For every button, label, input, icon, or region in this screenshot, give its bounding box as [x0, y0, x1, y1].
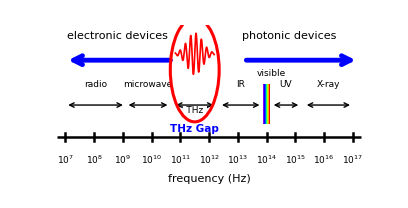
- Text: microwave: microwave: [123, 80, 172, 89]
- Bar: [264, 84, 265, 124]
- Text: $10^{17}$: $10^{17}$: [342, 153, 364, 166]
- Text: photonic devices: photonic devices: [242, 31, 337, 41]
- Text: electronic devices: electronic devices: [67, 31, 168, 41]
- Text: radio: radio: [84, 80, 107, 89]
- Text: X-ray: X-ray: [317, 80, 340, 89]
- Bar: [268, 84, 269, 124]
- Text: visible: visible: [256, 68, 286, 78]
- Text: IR: IR: [236, 80, 245, 89]
- Text: $10^{14}$: $10^{14}$: [256, 153, 277, 166]
- Text: THz Gap: THz Gap: [170, 124, 219, 134]
- Bar: [269, 84, 270, 124]
- Text: $10^{10}$: $10^{10}$: [141, 153, 162, 166]
- Text: $10^{13}$: $10^{13}$: [227, 153, 248, 166]
- Bar: [266, 84, 267, 124]
- Bar: [263, 84, 264, 124]
- Text: ' THz ': ' THz ': [181, 106, 208, 115]
- Text: $10^9$: $10^9$: [114, 153, 131, 166]
- Text: UV: UV: [279, 80, 292, 89]
- Text: $10^8$: $10^8$: [86, 153, 103, 166]
- Text: frequency (Hz): frequency (Hz): [168, 174, 251, 184]
- Text: $10^{12}$: $10^{12}$: [199, 153, 220, 166]
- Text: $10^{16}$: $10^{16}$: [313, 153, 335, 166]
- Text: $10^7$: $10^7$: [57, 153, 74, 166]
- Text: $10^{15}$: $10^{15}$: [285, 153, 306, 166]
- Text: $10^{11}$: $10^{11}$: [170, 153, 191, 166]
- Bar: [267, 84, 268, 124]
- Bar: [265, 84, 266, 124]
